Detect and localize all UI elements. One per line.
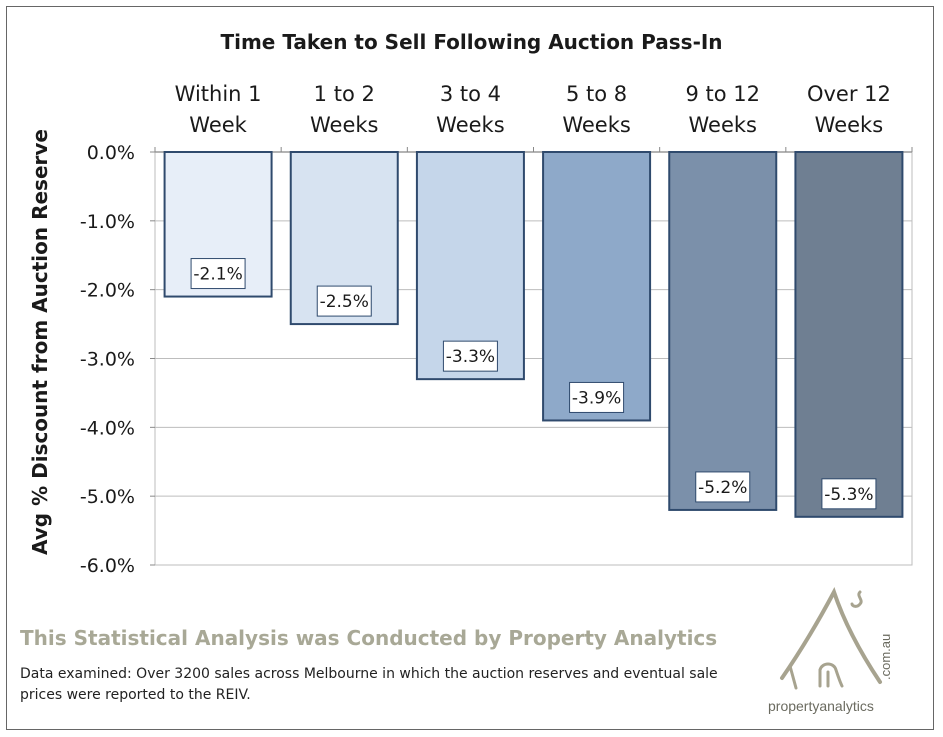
data-label: -2.1% xyxy=(193,265,242,285)
bar xyxy=(542,151,652,422)
y-tick-label: -5.0% xyxy=(80,486,135,508)
category-label: 5 to 8 xyxy=(566,82,627,106)
category-label: 1 to 2 xyxy=(314,82,375,106)
y-tick-label: -2.0% xyxy=(80,280,135,302)
y-tick-label: -6.0% xyxy=(80,555,135,577)
chart-title: Time Taken to Sell Following Auction Pas… xyxy=(220,30,723,54)
bar xyxy=(794,151,904,518)
data-label-box xyxy=(821,478,877,510)
logo-domain: .com.au xyxy=(878,633,893,680)
y-tick-label: 0.0% xyxy=(87,142,135,164)
category-label: Weeks xyxy=(310,113,378,137)
category-label: Week xyxy=(189,113,247,137)
data-label-box xyxy=(442,340,498,372)
data-label-box xyxy=(190,258,246,290)
category-label: Weeks xyxy=(436,113,504,137)
logo-name: propertyanalytics xyxy=(768,698,874,714)
footer-note: Data examined: Over 3200 sales across Me… xyxy=(20,666,718,703)
data-label: -3.9% xyxy=(572,388,621,408)
y-tick-label: -4.0% xyxy=(80,417,135,439)
category-label: 9 to 12 xyxy=(685,82,760,106)
bar xyxy=(668,151,778,511)
category-label: Weeks xyxy=(815,113,883,137)
data-label-box xyxy=(316,285,372,317)
category-label: Within 1 xyxy=(175,82,262,106)
data-label-box xyxy=(569,381,625,413)
category-label: 3 to 4 xyxy=(440,82,501,106)
data-label: -5.3% xyxy=(824,485,873,505)
category-label: Weeks xyxy=(689,113,757,137)
data-label-box xyxy=(695,471,751,503)
footer-heading: This Statistical Analysis was Conducted … xyxy=(20,626,718,650)
category-label: Weeks xyxy=(562,113,630,137)
data-label: -3.3% xyxy=(446,347,495,367)
data-label: -5.2% xyxy=(698,478,747,498)
house-sketch-icon xyxy=(780,586,882,690)
y-tick-label: -3.0% xyxy=(80,349,135,371)
data-label: -2.5% xyxy=(320,292,369,312)
category-label: Over 12 xyxy=(807,82,891,106)
y-tick-label: -1.0% xyxy=(80,211,135,233)
